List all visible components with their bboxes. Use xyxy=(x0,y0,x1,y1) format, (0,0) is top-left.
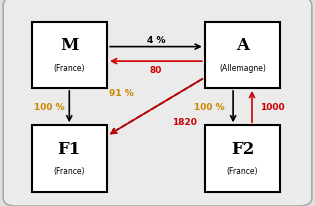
Text: (France): (France) xyxy=(54,166,85,176)
FancyBboxPatch shape xyxy=(205,23,280,89)
Text: 4 %: 4 % xyxy=(147,36,165,45)
Text: 1000: 1000 xyxy=(260,103,285,112)
Text: 80: 80 xyxy=(150,66,162,75)
FancyBboxPatch shape xyxy=(32,126,107,192)
Text: 100 %: 100 % xyxy=(194,103,225,112)
Text: (France): (France) xyxy=(227,166,258,176)
Text: M: M xyxy=(60,37,78,54)
Text: 91 %: 91 % xyxy=(109,88,134,97)
Text: (Allemagne): (Allemagne) xyxy=(219,63,266,73)
Text: F1: F1 xyxy=(58,140,81,157)
Text: F2: F2 xyxy=(231,140,254,157)
Text: (France): (France) xyxy=(54,63,85,73)
FancyBboxPatch shape xyxy=(205,126,280,192)
Text: 1820: 1820 xyxy=(172,117,197,126)
FancyBboxPatch shape xyxy=(3,0,312,206)
Text: 100 %: 100 % xyxy=(33,103,64,112)
FancyBboxPatch shape xyxy=(32,23,107,89)
Text: A: A xyxy=(236,37,249,54)
